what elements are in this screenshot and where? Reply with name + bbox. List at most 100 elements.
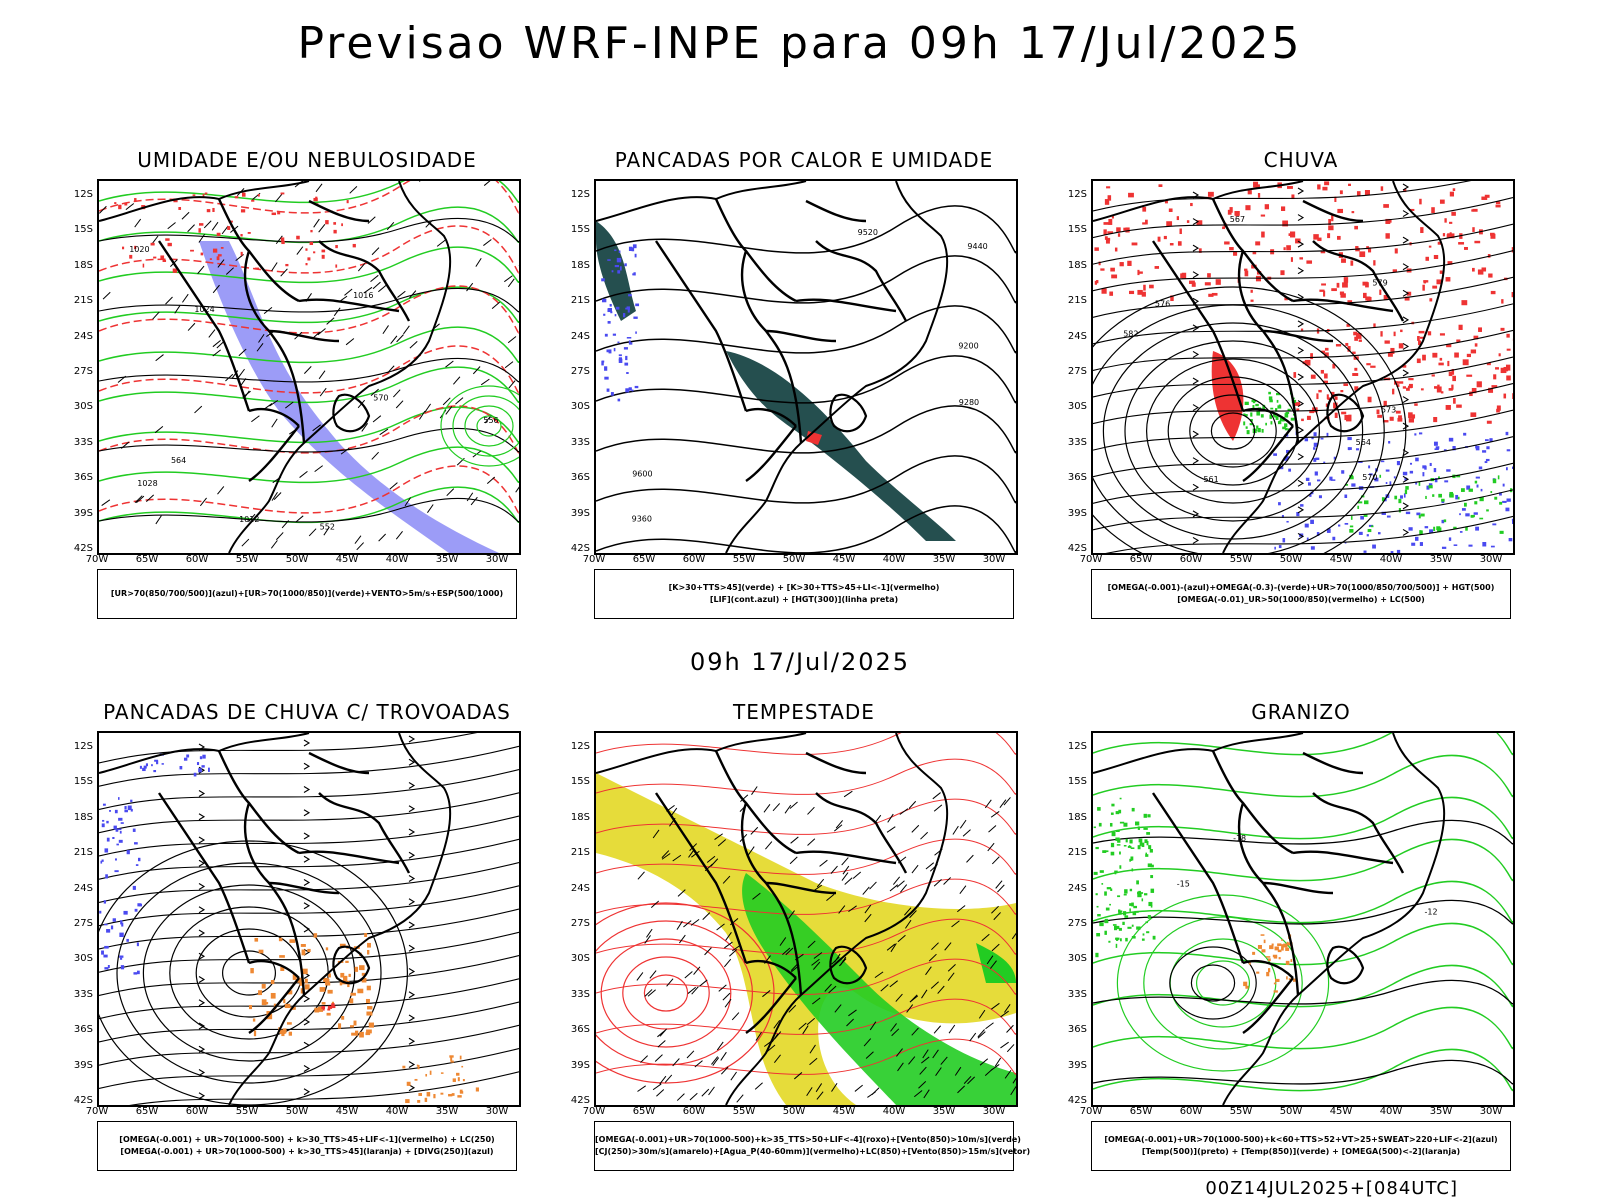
- lat-tick-label: 33S: [73, 436, 93, 448]
- legend-line: [OMEGA(-0.001) + UR>70(1000-500) + k>30_…: [120, 1147, 494, 1156]
- lat-tick-label: 42S: [1067, 543, 1087, 554]
- lon-tick-label: 30W: [485, 554, 509, 565]
- main-title: Previsao WRF-INPE para 09h 17/Jul/2025: [297, 18, 1303, 69]
- lat-tick-label: 15S: [1067, 776, 1087, 788]
- lat-tick-label: 42S: [1067, 1095, 1087, 1106]
- lon-tick-label: 65W: [135, 554, 159, 565]
- panel-title-chuva: CHUVA: [1263, 148, 1339, 172]
- lat-tick-label: 15S: [73, 224, 93, 236]
- lon-tick-label: 35W: [435, 1106, 459, 1117]
- map-panel-chuva: 582 579 576 573 570 567 564 561: [1091, 179, 1515, 555]
- lat-tick-label: 18S: [1067, 811, 1087, 823]
- lat-tick-label: 33S: [570, 436, 590, 448]
- lon-tick-label: 65W: [632, 554, 656, 565]
- lon-tick-label: 45W: [335, 554, 359, 565]
- lon-tick-label: 60W: [1179, 554, 1203, 565]
- lon-tick-label: 70W: [1079, 1106, 1103, 1117]
- lon-tick-label: 50W: [782, 554, 806, 565]
- lat-tick-label: 18S: [73, 259, 93, 271]
- lat-tick-label: 36S: [1067, 472, 1087, 484]
- lat-tick-label: 27S: [1067, 918, 1087, 929]
- contour-label: 9280: [959, 398, 979, 407]
- lon-tick-label: 40W: [1379, 1106, 1403, 1117]
- lon-tick-label: 70W: [582, 554, 606, 565]
- legend-line: [Temp(500)](preto) + [Temp(850)](verde) …: [1141, 1147, 1461, 1156]
- lat-tick-label: 12S: [570, 189, 590, 200]
- lat-tick-label: 15S: [1067, 224, 1087, 236]
- contour-label: 561: [1203, 475, 1218, 484]
- lat-tick-label: 33S: [1067, 988, 1087, 1000]
- lat-tick-label: 24S: [570, 882, 590, 894]
- lon-tick-label: 60W: [1179, 1106, 1203, 1117]
- lat-tick-label: 33S: [73, 988, 93, 1000]
- lon-tick-label: 60W: [185, 554, 209, 565]
- lat-tick-label: 24S: [1067, 882, 1087, 894]
- lon-tick-label: 55W: [235, 554, 259, 565]
- lat-tick-label: 42S: [570, 543, 590, 554]
- lat-tick-label: 24S: [73, 330, 93, 342]
- valid-time-label: 09h 17/Jul/2025: [689, 648, 911, 676]
- legend-line: [K>30+TTS>45](verde) + [K>30+TTS>45+LI<-…: [668, 583, 940, 592]
- contour-label: 567: [1230, 215, 1245, 224]
- lat-tick-label: 12S: [1067, 189, 1087, 200]
- lon-tick-label: 30W: [1479, 554, 1503, 565]
- lat-tick-label: 36S: [570, 472, 590, 484]
- lon-tick-label: 45W: [1329, 554, 1353, 565]
- lat-tick-label: 21S: [570, 295, 590, 307]
- run-stamp: 00Z14JUL2025+[084UTC]: [1205, 1178, 1458, 1199]
- legend-line: [OMEGA(-0.001)+UR>70(1000-500)+k<60+TTS>…: [1104, 1135, 1498, 1144]
- lat-tick-label: 18S: [1067, 259, 1087, 271]
- lat-tick-label: 15S: [570, 224, 590, 236]
- contour-label: 1024: [194, 305, 214, 314]
- contour-label: 573: [1381, 406, 1396, 415]
- lat-tick-label: 27S: [73, 366, 93, 377]
- lat-tick-label: 42S: [73, 543, 93, 554]
- lon-tick-label: 35W: [932, 1106, 956, 1117]
- legend-umidade: [UR>70(850/700/500)](azul)+[UR>70(1000/8…: [97, 569, 517, 619]
- lon-tick-label: 60W: [185, 1106, 209, 1117]
- lon-tick-label: 65W: [1129, 554, 1153, 565]
- lon-tick-label: 70W: [85, 554, 109, 565]
- lat-tick-label: 21S: [1067, 847, 1087, 859]
- lon-tick-label: 50W: [1279, 554, 1303, 565]
- lat-tick-label: 33S: [1067, 436, 1087, 448]
- lat-tick-label: 21S: [73, 847, 93, 859]
- contour-label: -12: [1425, 908, 1438, 917]
- contour-label: 1012: [239, 515, 259, 524]
- map-canvas-tempestade: [596, 733, 1016, 1105]
- contour-label: 9520: [858, 228, 878, 237]
- lon-tick-label: 45W: [832, 1106, 856, 1117]
- lat-tick-label: 39S: [1067, 507, 1087, 519]
- contour-label: 552: [320, 522, 335, 531]
- lon-tick-label: 65W: [632, 1106, 656, 1117]
- lon-tick-label: 70W: [582, 1106, 606, 1117]
- legend-line: [OMEGA(-0.001) + UR>70(1000-500) + k>30_…: [119, 1135, 495, 1144]
- lat-tick-label: 21S: [570, 847, 590, 859]
- map-canvas-umidade: 1020 1024 1028 1016 1012 552 556 564 570: [99, 181, 519, 553]
- lon-tick-label: 55W: [1229, 554, 1253, 565]
- lat-tick-label: 39S: [570, 1059, 590, 1071]
- map-panel-tempestade: [594, 731, 1018, 1107]
- lat-tick-label: 42S: [570, 1095, 590, 1106]
- map-canvas-granizo: -18-15-12: [1093, 733, 1513, 1105]
- lat-tick-label: 27S: [570, 366, 590, 377]
- lat-tick-label: 39S: [73, 1059, 93, 1071]
- lat-tick-label: 24S: [73, 882, 93, 894]
- contour-label: 9360: [632, 514, 652, 523]
- lat-tick-label: 27S: [570, 918, 590, 929]
- lon-tick-label: 40W: [882, 1106, 906, 1117]
- lat-tick-label: 24S: [570, 330, 590, 342]
- lat-tick-label: 30S: [73, 953, 93, 965]
- lon-tick-label: 65W: [135, 1106, 159, 1117]
- contour-label: 9440: [967, 242, 987, 251]
- lat-tick-label: 33S: [570, 988, 590, 1000]
- lon-tick-label: 45W: [1329, 1106, 1353, 1117]
- map-panel-pancadas_calor: 9600 9520 9440 9360 9280 9200: [594, 179, 1018, 555]
- lon-tick-label: 45W: [832, 554, 856, 565]
- contour-label: 570: [373, 394, 388, 403]
- contour-label: 570: [1362, 473, 1377, 482]
- legend-line: [OMEGA(-0.001)-(azul)+OMEGA(-0.3)-(verde…: [1107, 583, 1495, 592]
- contour-label: 556: [483, 416, 498, 425]
- map-panel-granizo: -18 -15 -12: [1091, 731, 1515, 1107]
- map-panel-trovoadas: [97, 731, 521, 1107]
